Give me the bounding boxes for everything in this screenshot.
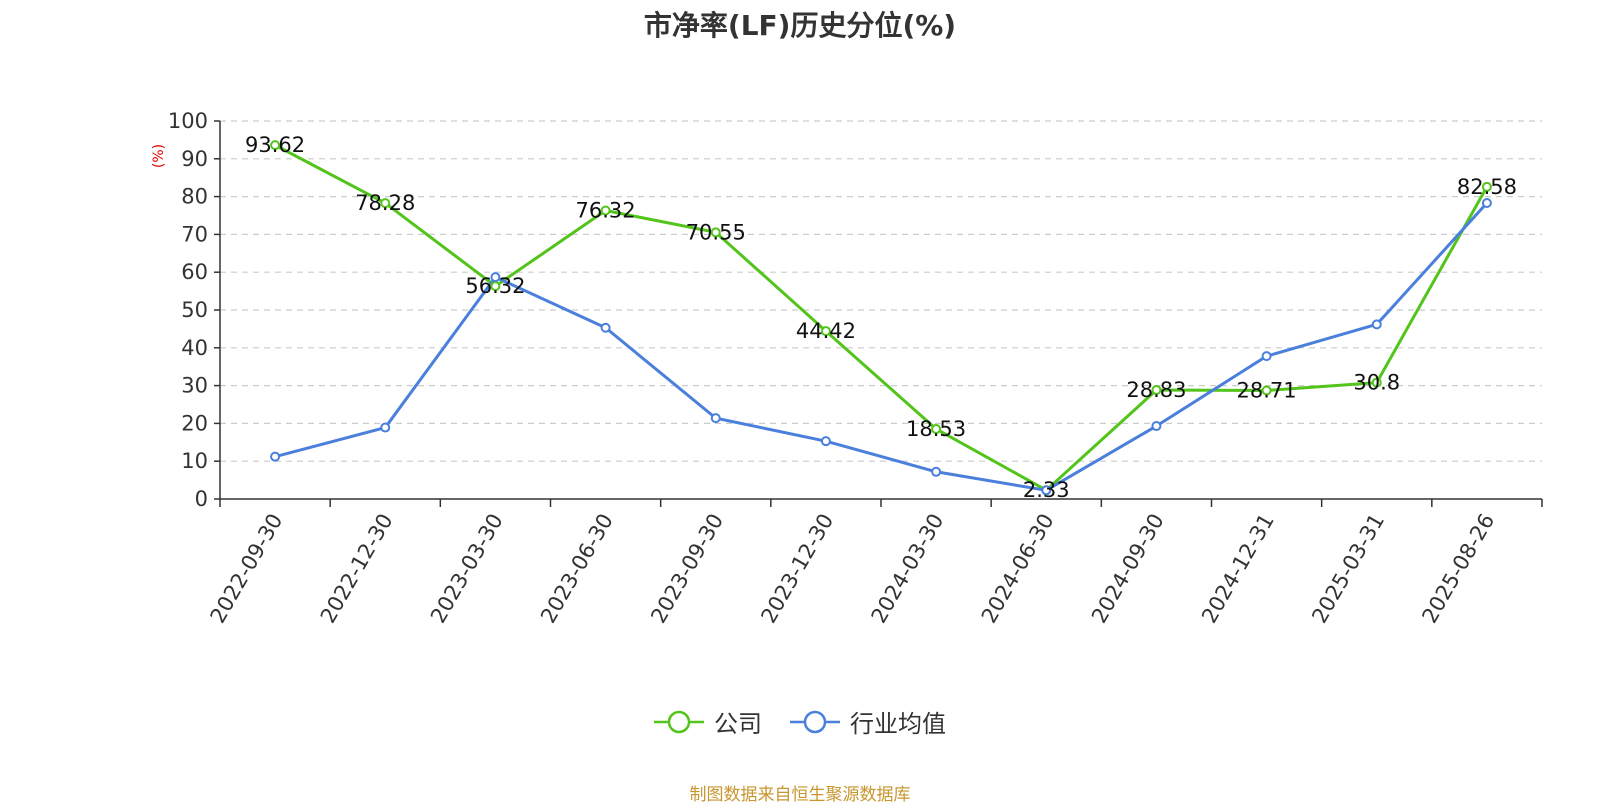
legend-item-company[interactable]: 公司 bbox=[654, 704, 762, 739]
data-label: 28.83 bbox=[1126, 378, 1186, 402]
data-point-0 bbox=[270, 140, 281, 151]
x-tick-label: 2025-03-31 bbox=[1307, 510, 1389, 628]
data-point-0 bbox=[820, 326, 831, 337]
data-label: 82.58 bbox=[1457, 175, 1517, 199]
y-tick-label: 100 bbox=[168, 109, 208, 133]
data-label: 18.53 bbox=[906, 417, 966, 441]
x-tick-label: 2024-09-30 bbox=[1087, 510, 1169, 628]
data-labels: 93.62 78.28 56.32 76.32 70.55 44.42 18.53 2.33 2… bbox=[245, 133, 1517, 502]
y-tick-label: 50 bbox=[181, 298, 208, 322]
series-lines bbox=[270, 140, 1492, 496]
data-point-1 bbox=[820, 436, 831, 447]
y-tick-label: 70 bbox=[181, 222, 208, 246]
data-point-0 bbox=[380, 198, 391, 209]
data-point-0 bbox=[1261, 385, 1272, 396]
x-tick-label: 2024-06-30 bbox=[977, 510, 1059, 628]
data-point-1 bbox=[380, 422, 391, 433]
data-point-1 bbox=[931, 466, 942, 477]
data-label: 44.42 bbox=[796, 319, 856, 343]
data-label: 76.32 bbox=[576, 199, 636, 223]
data-point-0 bbox=[1151, 385, 1162, 396]
data-label: 70.55 bbox=[686, 220, 746, 244]
data-point-0 bbox=[1481, 181, 1492, 192]
x-tick-label: 2024-12-31 bbox=[1197, 510, 1279, 628]
legend-label-industry-average: 行业均值 bbox=[850, 710, 946, 738]
x-tick-label: 2023-12-30 bbox=[756, 510, 838, 628]
legend-marker-industry-average bbox=[790, 710, 840, 733]
y-tick-label: 80 bbox=[181, 185, 208, 209]
series-line-0 bbox=[274, 143, 1489, 492]
chart-title: 市净率(LF)历史分位(%) bbox=[643, 9, 957, 42]
data-point-1 bbox=[1371, 319, 1382, 330]
x-tick-label: 2022-09-30 bbox=[206, 510, 288, 628]
x-tick-label: 2022-12-30 bbox=[316, 510, 398, 628]
axes: 0 10 20 30 40 50 60 70 80 90 100(%) 2022-09-30 2022-… bbox=[151, 109, 1543, 628]
x-tick-label: 2025-08-26 bbox=[1417, 510, 1499, 628]
y-tick-label: 90 bbox=[181, 147, 208, 171]
data-label: 2.33 bbox=[1023, 478, 1070, 502]
data-label: 28.71 bbox=[1237, 378, 1297, 402]
source-note: 制图数据来自恒生聚源数据库 bbox=[689, 785, 911, 805]
x-tick-label: 2023-09-30 bbox=[646, 510, 728, 628]
y-axis-label: (%) bbox=[151, 144, 167, 168]
data-label: 78.28 bbox=[355, 191, 415, 215]
data-point-0 bbox=[931, 423, 942, 434]
data-label: 93.62 bbox=[245, 133, 305, 157]
x-tick-label: 2024-03-30 bbox=[867, 510, 949, 628]
y-tick-label: 60 bbox=[181, 260, 208, 284]
data-label: 30.8 bbox=[1353, 371, 1400, 395]
y-tick-label: 0 bbox=[195, 487, 208, 511]
legend-marker-company bbox=[654, 710, 704, 733]
data-point-0 bbox=[600, 205, 611, 216]
legend-item-industry-average[interactable]: 行业均值 bbox=[790, 704, 946, 739]
data-point-1 bbox=[600, 322, 611, 333]
data-point-1 bbox=[1261, 351, 1272, 362]
data-point-1 bbox=[270, 451, 281, 462]
data-point-1 bbox=[1151, 421, 1162, 432]
legend-label-company: 公司 bbox=[714, 710, 762, 738]
grid-lines bbox=[220, 120, 1542, 462]
data-label: 56.32 bbox=[465, 274, 525, 298]
data-point-1 bbox=[710, 413, 721, 424]
data-point-0 bbox=[710, 227, 721, 238]
data-point-1 bbox=[1041, 485, 1052, 496]
y-tick-label: 10 bbox=[181, 449, 208, 473]
legend: 公司 行业均值 bbox=[0, 704, 1600, 739]
x-tick-label: 2023-06-30 bbox=[536, 510, 618, 628]
series-line-1 bbox=[274, 202, 1489, 492]
data-point-0 bbox=[1371, 377, 1382, 388]
x-tick-label: 2023-03-30 bbox=[426, 510, 508, 628]
y-tick-label: 30 bbox=[181, 374, 208, 398]
y-tick-label: 40 bbox=[181, 336, 208, 360]
line-chart: 0 10 20 30 40 50 60 70 80 90 100(%) 2022-09-30 2022-… bbox=[151, 109, 1543, 628]
y-tick-label: 20 bbox=[181, 411, 208, 435]
data-point-1 bbox=[490, 272, 501, 283]
data-point-1 bbox=[1481, 198, 1492, 209]
